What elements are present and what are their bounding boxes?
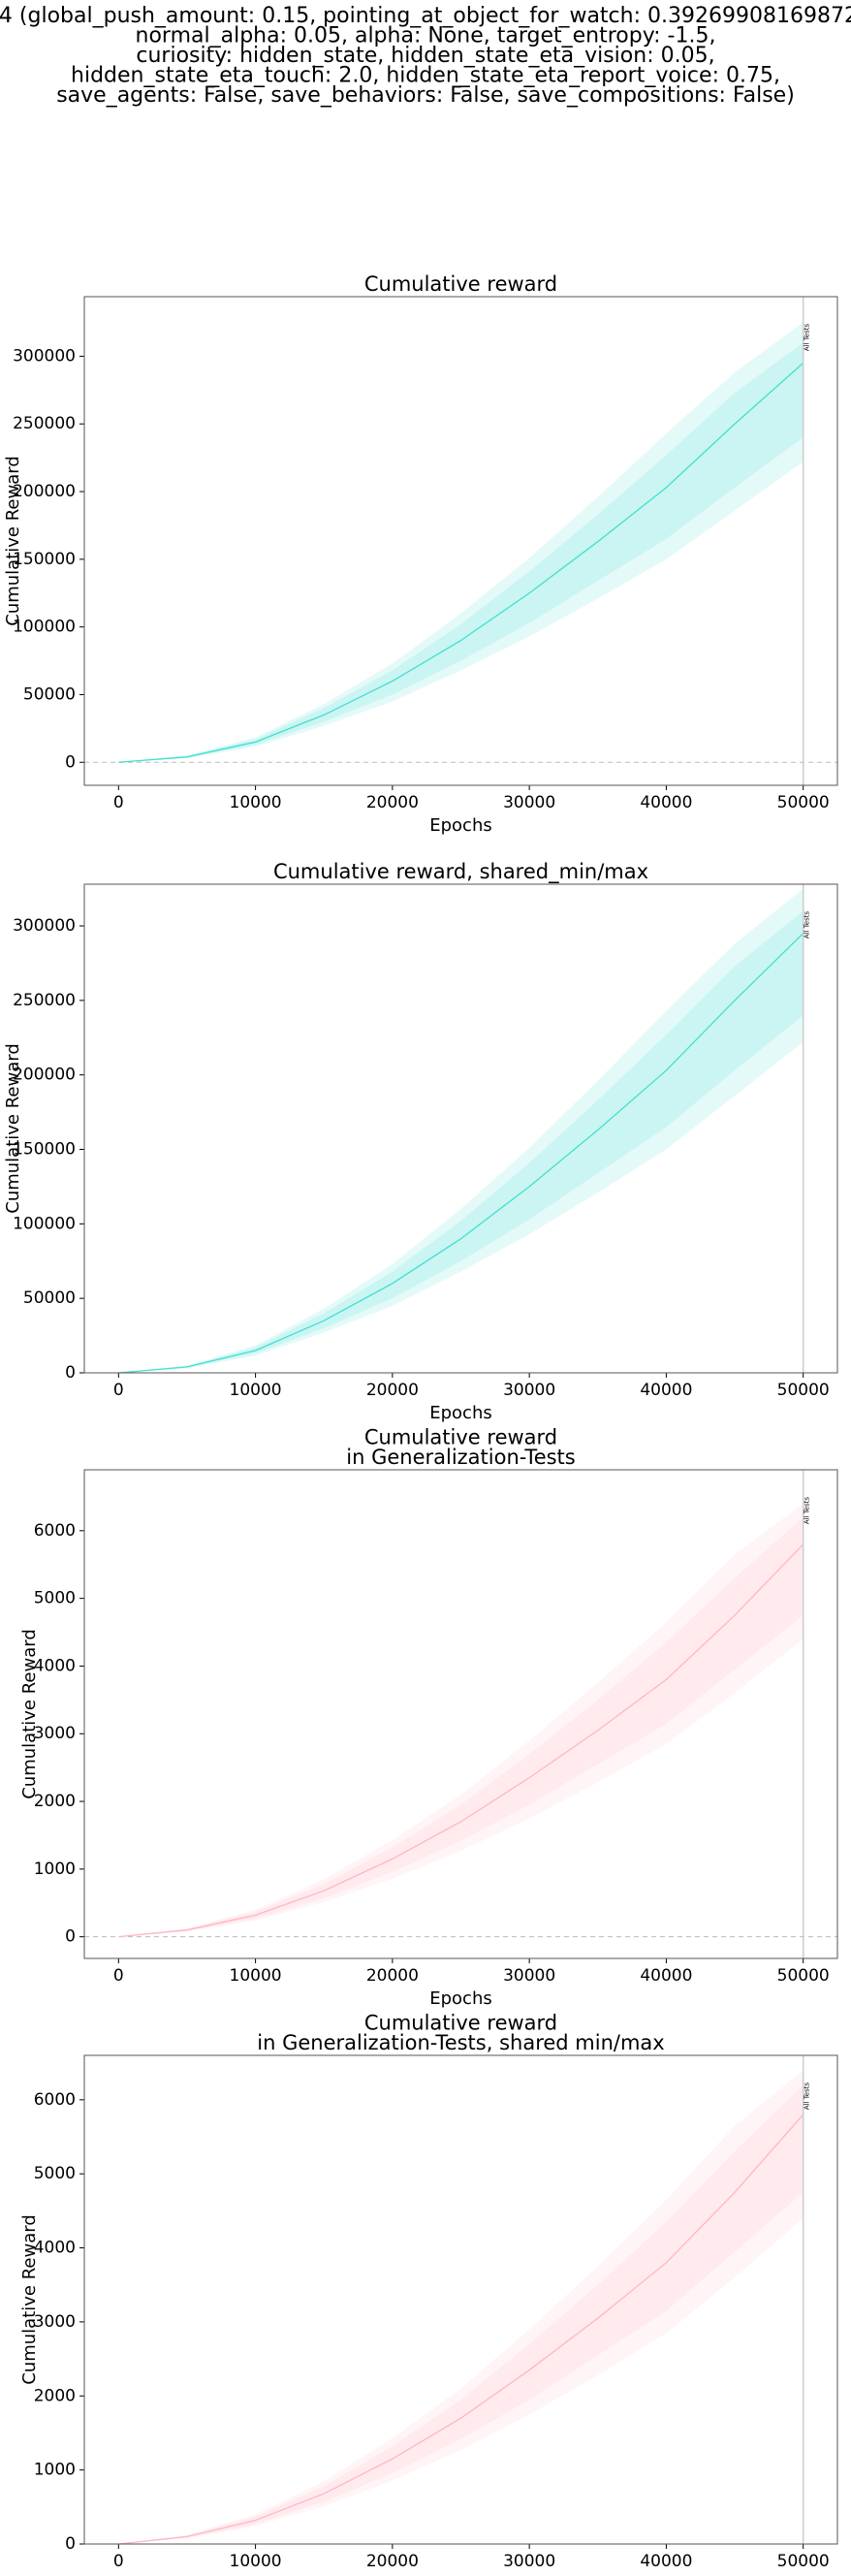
x-tick-label: 40000 [640,793,692,812]
y-tick-label: 300000 [13,346,76,366]
x-axis-label: Epochs [429,2574,492,2576]
plot-frame [83,296,838,786]
min-max-band [118,2070,804,2544]
x-axis-label: Epochs [429,1988,492,2009]
y-axis-label: Cumulative Reward [3,456,23,626]
x-tick-label: 30000 [503,1966,555,1986]
x-tick-label: 50000 [777,1381,830,1400]
chart-title: Cumulative reward, shared_min/max [273,860,648,884]
x-tick-label: 50000 [777,2552,830,2571]
y-tick-label: 5000 [34,2164,76,2183]
x-axis-label: Epochs [429,1403,492,1423]
x-tick-label: 0 [113,1966,124,1986]
chart-title: in Generalization-Tests, shared min/max [257,2031,664,2054]
y-axis-label: Cumulative Reward [19,1629,40,1799]
test-label: All Tests [804,1496,811,1524]
test-label: All Tests [804,323,811,351]
y-tick-label: 2000 [34,2386,76,2405]
mean-line [118,1543,804,1938]
x-tick-label: 0 [113,2552,124,2571]
y-tick-label: 3000 [34,2312,76,2332]
x-tick-label: 50000 [777,1966,830,1986]
y-tick-label: 4000 [34,2239,76,2258]
chart-title: in Generalization-Tests [346,1446,575,1469]
y-tick-label: 100000 [13,618,76,637]
x-tick-label: 20000 [366,1381,419,1400]
suptitle: save_agents: False, save_behaviors: Fals… [56,83,795,108]
y-tick-label: 150000 [13,550,76,569]
y-tick-label: 50000 [23,684,76,704]
x-tick-label: 30000 [503,2552,555,2571]
y-axis-label: Cumulative Reward [19,2214,40,2385]
chart-title: Cumulative reward [364,1426,557,1449]
min-max-band [118,322,804,763]
x-tick-label: 0 [113,1381,124,1400]
x-tick-label: 10000 [230,1966,282,1986]
suptitle: normal_alpha: 0.05, alpha: None, target_… [136,24,716,48]
y-tick-label: 250000 [13,991,76,1010]
suptitle: efqt_4 (global_push_amount: 0.15, pointi… [0,4,851,28]
suptitle: hidden_state_eta_touch: 2.0, hidden_stat… [71,64,780,88]
x-tick-label: 20000 [366,2552,419,2571]
min-max-band [118,1503,804,1937]
std-band [118,2084,804,2544]
std-band [118,1516,804,1937]
y-tick-label: 0 [65,2534,76,2554]
x-tick-label: 30000 [503,1381,555,1400]
x-tick-label: 50000 [777,793,830,812]
min-max-band [118,888,804,1373]
x-tick-label: 40000 [640,2552,692,2571]
mean-line [118,362,804,763]
chart-title: Cumulative reward [364,2012,557,2035]
y-tick-label: 6000 [34,2090,76,2110]
plot-frame [83,1469,838,1959]
x-tick-label: 30000 [503,793,555,812]
chart-title: Cumulative reward [364,272,557,296]
y-tick-label: 150000 [13,1140,76,1160]
x-tick-label: 40000 [640,1966,692,1986]
y-tick-label: 200000 [13,482,76,501]
x-tick-label: 0 [113,793,124,812]
y-tick-label: 100000 [13,1214,76,1233]
y-tick-label: 1000 [34,2461,76,2480]
y-tick-label: 50000 [23,1288,76,1308]
y-tick-label: 200000 [13,1065,76,1085]
y-tick-label: 3000 [34,1724,76,1743]
plot-frame [83,883,838,1374]
y-tick-label: 2000 [34,1792,76,1811]
x-tick-label: 10000 [230,2552,282,2571]
x-tick-label: 40000 [640,1381,692,1400]
plot-frame [83,2054,838,2545]
y-tick-label: 5000 [34,1589,76,1608]
x-tick-label: 10000 [230,793,282,812]
y-tick-label: 0 [65,752,76,772]
x-tick-label: 20000 [366,1966,419,1986]
x-axis-label: Epochs [429,815,492,836]
y-tick-label: 4000 [34,1656,76,1675]
y-tick-label: 0 [65,1363,76,1383]
y-tick-label: 6000 [34,1521,76,1541]
x-tick-label: 20000 [366,793,419,812]
y-tick-label: 1000 [34,1860,76,1879]
mean-line [118,2114,804,2545]
y-tick-label: 0 [65,1927,76,1947]
test-label: All Tests [804,910,811,938]
x-tick-label: 10000 [230,1381,282,1400]
test-label: All Tests [804,2082,811,2110]
y-tick-label: 300000 [13,916,76,936]
mean-line [118,933,804,1374]
y-tick-label: 250000 [13,414,76,433]
y-axis-label: Cumulative Reward [3,1043,23,1214]
suptitle: curiosity: hidden_state, hidden_state_et… [136,44,714,68]
